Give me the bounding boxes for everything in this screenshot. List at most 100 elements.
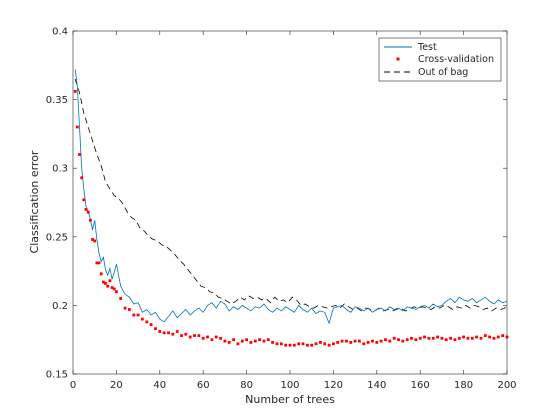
- cross-validation-point: [258, 338, 261, 342]
- cross-validation-point: [314, 342, 318, 346]
- series-layer: [73, 69, 509, 347]
- cross-validation-point: [436, 335, 439, 339]
- series-line-out-of-bag: [74, 78, 508, 312]
- cross-validation-point: [188, 335, 192, 339]
- x-tick-label: 180: [454, 380, 473, 391]
- cross-validation-point: [145, 320, 149, 324]
- y-axis-label: Classification error: [28, 150, 41, 253]
- cross-validation-point: [401, 339, 405, 343]
- cross-validation-point: [73, 90, 77, 93]
- cross-validation-point: [184, 332, 188, 336]
- cross-validation-point: [89, 218, 92, 222]
- cross-validation-point: [136, 313, 140, 317]
- cross-validation-point: [95, 261, 99, 265]
- cross-validation-point: [82, 198, 86, 202]
- cross-validation-point: [236, 342, 240, 346]
- cross-validation-point: [91, 238, 94, 241]
- cross-validation-point: [158, 330, 162, 333]
- legend: Test Cross-validation Out of bag: [378, 37, 502, 82]
- cross-validation-point: [201, 336, 205, 340]
- cross-validation-point: [227, 341, 231, 344]
- cross-validation-point: [297, 342, 301, 346]
- cross-validation-point: [262, 339, 266, 343]
- axes-box: [72, 30, 508, 375]
- cross-validation-point: [97, 261, 101, 265]
- cross-validation-point: [431, 336, 435, 340]
- cross-validation-point: [210, 338, 214, 342]
- cross-validation-point: [483, 334, 487, 337]
- cross-validation-point: [86, 210, 90, 214]
- cross-validation-point: [123, 306, 127, 310]
- legend-cv-marker: [396, 57, 400, 61]
- cross-validation-point: [284, 343, 288, 347]
- cross-validation-point: [479, 336, 483, 340]
- cross-validation-point: [106, 284, 110, 288]
- cross-validation-point: [405, 338, 409, 342]
- legend-test-label: Test: [417, 42, 437, 53]
- cross-validation-point: [462, 335, 465, 339]
- cross-validation-point: [323, 342, 327, 346]
- cross-validation-point: [423, 335, 426, 339]
- cross-validation-point: [310, 343, 314, 347]
- cross-validation-point: [349, 341, 353, 344]
- legend-cv-label: Cross-validation: [418, 54, 494, 65]
- y-tick-label: 0.4: [52, 27, 68, 38]
- cross-validation-point: [119, 297, 123, 300]
- y-tick-label: 0.35: [46, 95, 68, 106]
- cross-validation-point: [253, 339, 257, 343]
- cross-validation-point: [162, 331, 166, 335]
- cross-validation-point: [93, 239, 97, 243]
- cross-validation-point: [175, 330, 179, 333]
- cross-validation-point: [492, 336, 496, 340]
- cross-validation-point: [336, 341, 340, 344]
- x-tick-label: 40: [153, 380, 166, 391]
- cross-validation-point: [167, 331, 170, 335]
- cross-validation-point: [466, 336, 470, 340]
- y-tick-label: 0.15: [46, 370, 68, 381]
- cross-validation-point: [332, 342, 335, 346]
- cross-validation-point: [104, 282, 107, 285]
- cross-validation-point: [501, 334, 505, 337]
- cross-validation-point: [414, 338, 418, 342]
- plot-area: [73, 31, 507, 374]
- y-tick-label: 0.25: [46, 232, 68, 243]
- cross-validation-point: [358, 339, 361, 343]
- cross-validation-point: [232, 338, 235, 342]
- cross-validation-point: [78, 153, 81, 156]
- cross-validation-point: [249, 341, 253, 344]
- cross-validation-point: [171, 332, 175, 336]
- cross-validation-point: [470, 336, 474, 340]
- cross-validation-point: [80, 176, 84, 180]
- y-tick-label: 0.3: [52, 164, 68, 175]
- cross-validation-point: [292, 343, 296, 347]
- x-tick-label: 160: [411, 380, 430, 391]
- cross-validation-point: [457, 336, 461, 340]
- cross-validation-point: [180, 334, 183, 337]
- cross-validation-point: [214, 335, 218, 339]
- x-tick-label: 60: [197, 380, 210, 391]
- cross-validation-point: [392, 336, 396, 340]
- cross-validation-point: [219, 336, 222, 340]
- cross-validation-point: [375, 341, 379, 344]
- cross-validation-point: [240, 339, 244, 343]
- cross-validation-point: [427, 336, 431, 340]
- x-tick-label: 20: [110, 380, 123, 391]
- cross-validation-point: [108, 279, 112, 283]
- cross-validation-point: [388, 339, 392, 343]
- cross-validation-point: [141, 317, 144, 321]
- cross-validation-point: [410, 336, 413, 340]
- cross-validation-point: [397, 338, 400, 342]
- cross-validation-point: [362, 342, 366, 346]
- cross-validation-point: [223, 339, 227, 343]
- cross-validation-point: [353, 339, 357, 343]
- x-tick-label: 200: [497, 380, 516, 391]
- cross-validation-point: [197, 334, 201, 337]
- cross-validation-point: [449, 336, 452, 340]
- cross-validation-point: [128, 308, 131, 311]
- cross-validation-point: [84, 208, 88, 211]
- series-line-test: [74, 69, 508, 325]
- cross-validation-point: [440, 336, 444, 340]
- cross-validation-point: [319, 341, 322, 344]
- y-tick-label: 0.2: [52, 301, 68, 312]
